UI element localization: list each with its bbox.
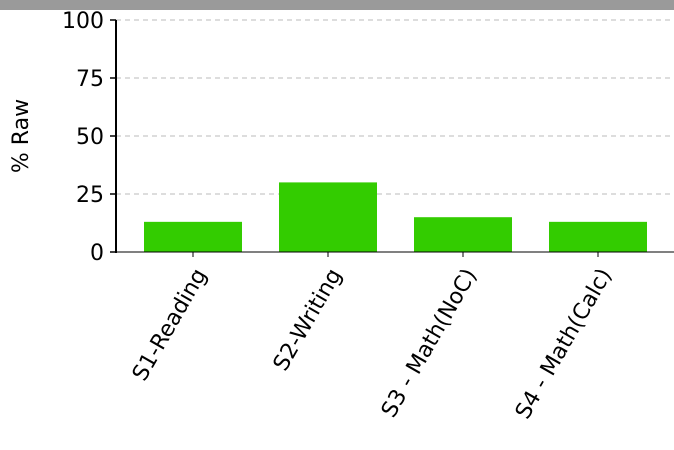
y-tick-label: 100 (62, 9, 104, 34)
y-axis-ticks: 0 25 50 75 100 (62, 9, 116, 266)
bar (144, 221, 242, 252)
x-axis-ticks: S1-Reading S2-Writing S3 - Math(NoC) S4 - M… (128, 252, 617, 423)
title-bar (0, 0, 674, 10)
bars (144, 182, 647, 252)
x-tick-label: S4 - Math(Calc) (511, 265, 617, 424)
y-tick-label: 75 (76, 67, 104, 92)
bar (414, 217, 512, 252)
x-tick-label: S1-Reading (128, 265, 212, 386)
grid-lines (116, 19, 674, 253)
y-tick-label: 25 (76, 183, 104, 208)
bar (549, 221, 647, 252)
y-tick-label: 50 (76, 125, 104, 150)
x-tick-label: S3 - Math(NoC) (377, 265, 482, 422)
y-tick-label: 0 (90, 241, 104, 266)
y-axis-title: % Raw (9, 99, 34, 173)
bar (279, 182, 377, 252)
x-tick-label: S2-Writing (269, 265, 347, 376)
